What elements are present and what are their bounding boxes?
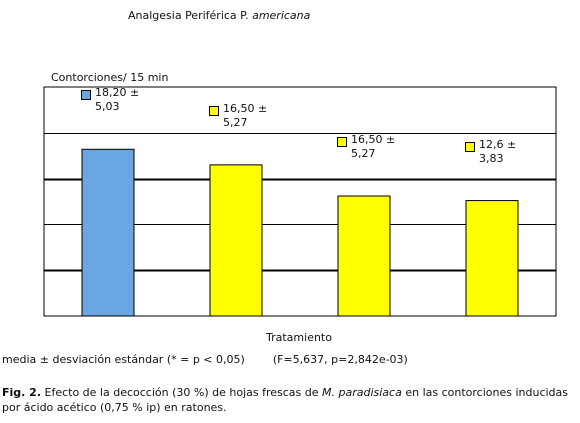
data-label-value: 12,6 ± bbox=[479, 137, 517, 151]
bar bbox=[81, 148, 135, 317]
f-statistic: (F=5,637, p=2,842e-03) bbox=[272, 353, 408, 366]
y-axis-label: Contorciones/ 15 min bbox=[51, 71, 169, 84]
caption-text-a: Efecto de la decocción (30 %) de hojas f… bbox=[41, 386, 323, 399]
caption-species: M. paradisiaca bbox=[322, 386, 402, 399]
caption-text-b: en las contorciones inducidas por ácido … bbox=[2, 386, 569, 414]
caption-label: Fig. 2. bbox=[2, 386, 41, 399]
chart-title: Analgesia Periférica P. americana bbox=[128, 9, 310, 22]
stats-note: media ± desviación estándar (* = p < 0,0… bbox=[2, 353, 408, 366]
bar bbox=[209, 164, 263, 317]
data-label-error: 5,03 bbox=[95, 100, 120, 114]
x-axis-label: Tratamiento bbox=[266, 331, 332, 344]
data-label-error: 5,27 bbox=[351, 147, 376, 160]
data-label-value: 18,20 ± bbox=[95, 86, 140, 100]
data-label-error: 3,83 bbox=[479, 151, 504, 165]
data-label-value: 16,50 ± bbox=[351, 133, 396, 146]
legend-swatch bbox=[465, 141, 475, 152]
bar bbox=[465, 200, 519, 317]
figure-caption: Fig. 2. Efecto de la decocción (30 %) de… bbox=[2, 385, 578, 415]
chart-title-italic: americana bbox=[252, 9, 311, 22]
legend-swatch bbox=[81, 90, 91, 101]
data-label-error: 5,27 bbox=[223, 115, 248, 129]
legend-swatch bbox=[337, 137, 347, 147]
stats-note-text: media ± desviación estándar (* = p < 0,0… bbox=[2, 353, 245, 366]
legend-swatch bbox=[209, 105, 219, 116]
bar bbox=[337, 195, 391, 317]
chart-title-text: Analgesia Periférica P. bbox=[128, 9, 249, 22]
data-label-value: 16,50 ± bbox=[223, 101, 268, 115]
